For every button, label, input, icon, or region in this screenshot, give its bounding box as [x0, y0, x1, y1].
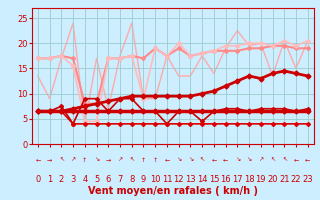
Text: 3: 3 [70, 176, 76, 184]
Text: 22: 22 [291, 176, 301, 184]
Text: 12: 12 [173, 176, 184, 184]
Text: ←: ← [211, 158, 217, 162]
Text: 15: 15 [209, 176, 219, 184]
Text: ↘: ↘ [94, 158, 99, 162]
Text: 11: 11 [162, 176, 172, 184]
Text: 17: 17 [232, 176, 243, 184]
Text: 14: 14 [197, 176, 207, 184]
Text: 10: 10 [150, 176, 160, 184]
Text: 0: 0 [35, 176, 41, 184]
Text: ↖: ↖ [270, 158, 275, 162]
Text: 9: 9 [141, 176, 146, 184]
Text: ←: ← [223, 158, 228, 162]
Text: ↘: ↘ [235, 158, 240, 162]
Text: 19: 19 [256, 176, 266, 184]
Text: ←: ← [305, 158, 310, 162]
Text: ↗: ↗ [258, 158, 263, 162]
Text: ↖: ↖ [199, 158, 205, 162]
Text: ↖: ↖ [59, 158, 64, 162]
Text: ↗: ↗ [70, 158, 76, 162]
Text: 2: 2 [59, 176, 64, 184]
Text: ↖: ↖ [282, 158, 287, 162]
Text: ↖: ↖ [129, 158, 134, 162]
Text: 21: 21 [279, 176, 290, 184]
Text: ←: ← [35, 158, 41, 162]
Text: 4: 4 [82, 176, 87, 184]
Text: →: → [106, 158, 111, 162]
Text: 18: 18 [244, 176, 254, 184]
Text: ↑: ↑ [153, 158, 158, 162]
Text: 13: 13 [185, 176, 196, 184]
Text: Vent moyen/en rafales ( km/h ): Vent moyen/en rafales ( km/h ) [88, 186, 258, 196]
Text: 23: 23 [302, 176, 313, 184]
Text: ↗: ↗ [117, 158, 123, 162]
Text: →: → [47, 158, 52, 162]
Text: 20: 20 [267, 176, 278, 184]
Text: ↘: ↘ [246, 158, 252, 162]
Text: ←: ← [293, 158, 299, 162]
Text: ←: ← [164, 158, 170, 162]
Text: 16: 16 [220, 176, 231, 184]
Text: 5: 5 [94, 176, 99, 184]
Text: ↘: ↘ [176, 158, 181, 162]
Text: 6: 6 [106, 176, 111, 184]
Text: ↑: ↑ [141, 158, 146, 162]
Text: ↑: ↑ [82, 158, 87, 162]
Text: 7: 7 [117, 176, 123, 184]
Text: ↘: ↘ [188, 158, 193, 162]
Text: 1: 1 [47, 176, 52, 184]
Text: 8: 8 [129, 176, 134, 184]
